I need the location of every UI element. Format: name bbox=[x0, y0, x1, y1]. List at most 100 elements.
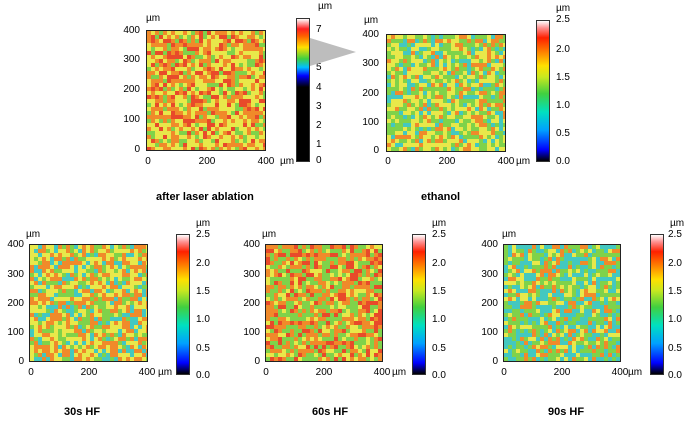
colorbar-tick: 1.0 bbox=[432, 314, 446, 325]
height-map bbox=[29, 244, 148, 362]
x-tick: 200 bbox=[438, 156, 456, 167]
y-unit-label: µm bbox=[262, 229, 277, 240]
y-tick: 100 bbox=[481, 327, 498, 338]
x-tick: 0 bbox=[501, 367, 507, 378]
colorbar-tick: 2 bbox=[316, 120, 322, 131]
height-map-texture bbox=[387, 35, 505, 151]
colorbar-tick: 1.0 bbox=[668, 314, 682, 325]
colorbar-tick: 2.5 bbox=[196, 229, 210, 240]
colorbar-tick: 2.0 bbox=[556, 44, 570, 55]
y-unit-label: µm bbox=[364, 15, 379, 26]
y-tick: 100 bbox=[7, 327, 24, 338]
y-tick: 300 bbox=[481, 269, 498, 280]
colorbar bbox=[650, 234, 664, 375]
colorbar-unit-label: µm bbox=[196, 218, 211, 229]
colorbar-tick: 0.0 bbox=[668, 370, 682, 381]
x-tick: 0 bbox=[263, 367, 269, 378]
x-unit-label: µm bbox=[158, 367, 173, 378]
colorbar-tick: 0.0 bbox=[432, 370, 446, 381]
height-map-texture bbox=[266, 245, 382, 361]
x-tick: 0 bbox=[385, 156, 391, 167]
y-tick: 300 bbox=[123, 54, 140, 65]
y-tick: 400 bbox=[243, 239, 260, 250]
y-tick: 0 bbox=[373, 145, 379, 156]
y-tick: 200 bbox=[7, 298, 24, 309]
y-tick: 0 bbox=[254, 356, 260, 367]
panel-caption: 60s HF bbox=[312, 406, 349, 418]
x-unit-label: µm bbox=[280, 156, 295, 167]
y-tick: 0 bbox=[134, 144, 140, 155]
colorbar-tick: 2.5 bbox=[668, 229, 682, 240]
colorbar-tick: 0.5 bbox=[668, 343, 682, 354]
x-unit-label: µm bbox=[628, 367, 643, 378]
colorbar-tick: 0.0 bbox=[556, 156, 570, 167]
x-tick: 400 bbox=[257, 156, 275, 167]
colorbar-tick: 0.5 bbox=[556, 128, 570, 139]
x-unit-label: µm bbox=[516, 156, 531, 167]
colorbar-tick: 2.0 bbox=[668, 258, 682, 269]
y-tick: 300 bbox=[243, 269, 260, 280]
y-unit-label: µm bbox=[502, 229, 517, 240]
colorbar-tick: 0.0 bbox=[196, 370, 210, 381]
colorbar-tick: 0.5 bbox=[196, 343, 210, 354]
y-tick: 200 bbox=[123, 84, 140, 95]
colorbar-tick: 0.5 bbox=[432, 343, 446, 354]
y-tick: 100 bbox=[243, 327, 260, 338]
height-map bbox=[146, 30, 266, 151]
y-tick: 300 bbox=[362, 58, 379, 69]
x-tick: 0 bbox=[145, 156, 151, 167]
colorbar-tick: 1.0 bbox=[196, 314, 210, 325]
y-tick: 200 bbox=[362, 88, 379, 99]
height-map bbox=[265, 244, 383, 362]
colorbar-tick: 4 bbox=[316, 82, 322, 93]
x-tick: 200 bbox=[80, 367, 98, 378]
colorbar-unit-label: µm bbox=[432, 218, 447, 229]
y-tick: 400 bbox=[7, 239, 24, 250]
colorbar-tick: 1.5 bbox=[196, 286, 210, 297]
x-tick: 0 bbox=[28, 367, 34, 378]
y-tick: 0 bbox=[18, 356, 24, 367]
colorbar-tick: 3 bbox=[316, 101, 322, 112]
y-tick: 100 bbox=[362, 117, 379, 128]
colorbar-tick: 2.5 bbox=[432, 229, 446, 240]
y-unit-label: µm bbox=[26, 229, 41, 240]
colorbar-tick: 0 bbox=[316, 155, 322, 166]
x-tick: 200 bbox=[315, 367, 333, 378]
callout-arrow bbox=[310, 38, 356, 66]
colorbar-tick: 1.5 bbox=[432, 286, 446, 297]
callout-arrow-shape bbox=[310, 38, 356, 66]
panel-caption: after laser ablation bbox=[156, 191, 254, 203]
panel-caption: 90s HF bbox=[548, 406, 585, 418]
colorbar-tick: 2.0 bbox=[196, 258, 210, 269]
y-tick: 400 bbox=[123, 25, 140, 36]
colorbar-unit-label: µm bbox=[670, 218, 685, 229]
height-map bbox=[503, 244, 621, 362]
colorbar-tick: 2.0 bbox=[432, 258, 446, 269]
colorbar-tick: 1.5 bbox=[668, 286, 682, 297]
colorbar-tick: 5 bbox=[316, 62, 322, 73]
panel-caption: 30s HF bbox=[64, 406, 101, 418]
colorbar-unit-label: µm bbox=[556, 3, 571, 14]
panel-caption: ethanol bbox=[421, 191, 461, 203]
colorbar-tick: 2.5 bbox=[556, 14, 570, 25]
height-map-texture bbox=[147, 31, 265, 150]
y-tick: 400 bbox=[362, 29, 379, 40]
y-unit-label: µm bbox=[146, 13, 161, 24]
colorbar bbox=[412, 234, 426, 375]
x-tick: 400 bbox=[138, 367, 156, 378]
x-tick: 400 bbox=[497, 156, 515, 167]
x-tick: 400 bbox=[611, 367, 629, 378]
colorbar-tick: 7 bbox=[316, 24, 322, 35]
y-tick: 200 bbox=[243, 298, 260, 309]
colorbar bbox=[536, 20, 550, 162]
height-map-texture bbox=[504, 245, 620, 361]
colorbar-tick: 1.0 bbox=[556, 100, 570, 111]
colorbar-tick: 1.5 bbox=[556, 72, 570, 83]
y-tick: 400 bbox=[481, 239, 498, 250]
height-map bbox=[386, 34, 506, 152]
colorbar-tick: 1 bbox=[316, 139, 322, 150]
x-tick: 200 bbox=[198, 156, 216, 167]
height-map-texture bbox=[30, 245, 147, 361]
y-tick: 200 bbox=[481, 298, 498, 309]
x-tick: 400 bbox=[373, 367, 391, 378]
